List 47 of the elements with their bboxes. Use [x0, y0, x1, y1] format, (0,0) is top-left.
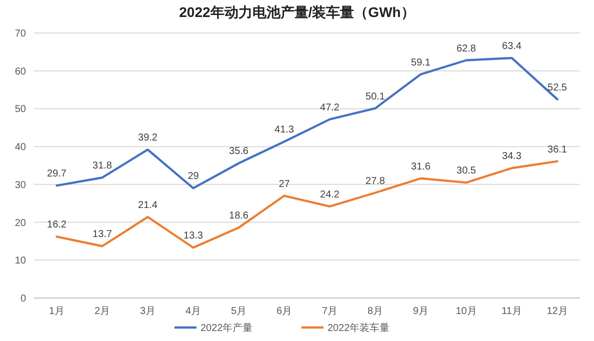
x-tick-label: 3月	[140, 306, 156, 317]
y-tick-label: 10	[14, 256, 26, 267]
x-tick-label: 11月	[502, 306, 522, 317]
data-label: 18.6	[229, 210, 249, 222]
y-tick-label: 40	[14, 142, 26, 154]
data-label: 29.7	[47, 168, 67, 180]
x-tick-label: 7月	[322, 306, 338, 317]
legend-label: 2022年装车量	[328, 322, 390, 334]
x-tick-label: 10月	[456, 306, 477, 317]
y-tick-label: 20	[14, 218, 26, 229]
data-label: 29	[188, 171, 200, 182]
data-label: 27.8	[366, 176, 386, 187]
data-label: 27	[278, 178, 290, 190]
x-tick-label: 8月	[367, 306, 384, 317]
x-tick-label: 9月	[412, 306, 429, 317]
y-tick-label: 30	[14, 180, 26, 191]
y-tick-label: 70	[14, 28, 26, 40]
data-label: 16.2	[47, 220, 67, 231]
data-label: 62.8	[456, 43, 476, 54]
x-tick-label: 2月	[94, 306, 110, 317]
data-label: 24.2	[320, 189, 340, 200]
x-tick-label: 4月	[185, 306, 202, 317]
legend-label: 2022年产量	[200, 322, 253, 334]
data-label: 34.3	[502, 151, 522, 162]
data-label: 47.2	[320, 102, 340, 114]
y-tick-label: 50	[14, 104, 26, 116]
x-tick-label: 12月	[546, 306, 568, 317]
data-label: 59.1	[411, 57, 431, 68]
y-tick-label: 0	[20, 294, 26, 304]
data-label: 50.1	[366, 91, 386, 102]
data-label: 13.3	[184, 230, 204, 242]
data-label: 52.5	[548, 82, 568, 94]
data-label: 30.5	[456, 166, 476, 177]
data-label: 13.7	[92, 229, 112, 240]
data-label: 35.6	[229, 146, 249, 158]
data-label: 41.3	[274, 124, 294, 136]
data-label: 36.1	[548, 144, 568, 156]
data-label: 39.2	[138, 132, 158, 144]
x-tick-label: 5月	[230, 306, 247, 317]
data-label: 31.6	[411, 161, 431, 172]
y-tick-label: 60	[14, 66, 26, 78]
data-label: 63.4	[502, 40, 522, 52]
data-label: 31.8	[92, 160, 112, 172]
data-label: 21.4	[138, 200, 158, 211]
x-tick-label: 6月	[276, 306, 292, 317]
chart-title: 2022年动力电池产量/装车量（GWh）	[179, 4, 415, 20]
x-tick-label: 1月	[48, 306, 65, 317]
